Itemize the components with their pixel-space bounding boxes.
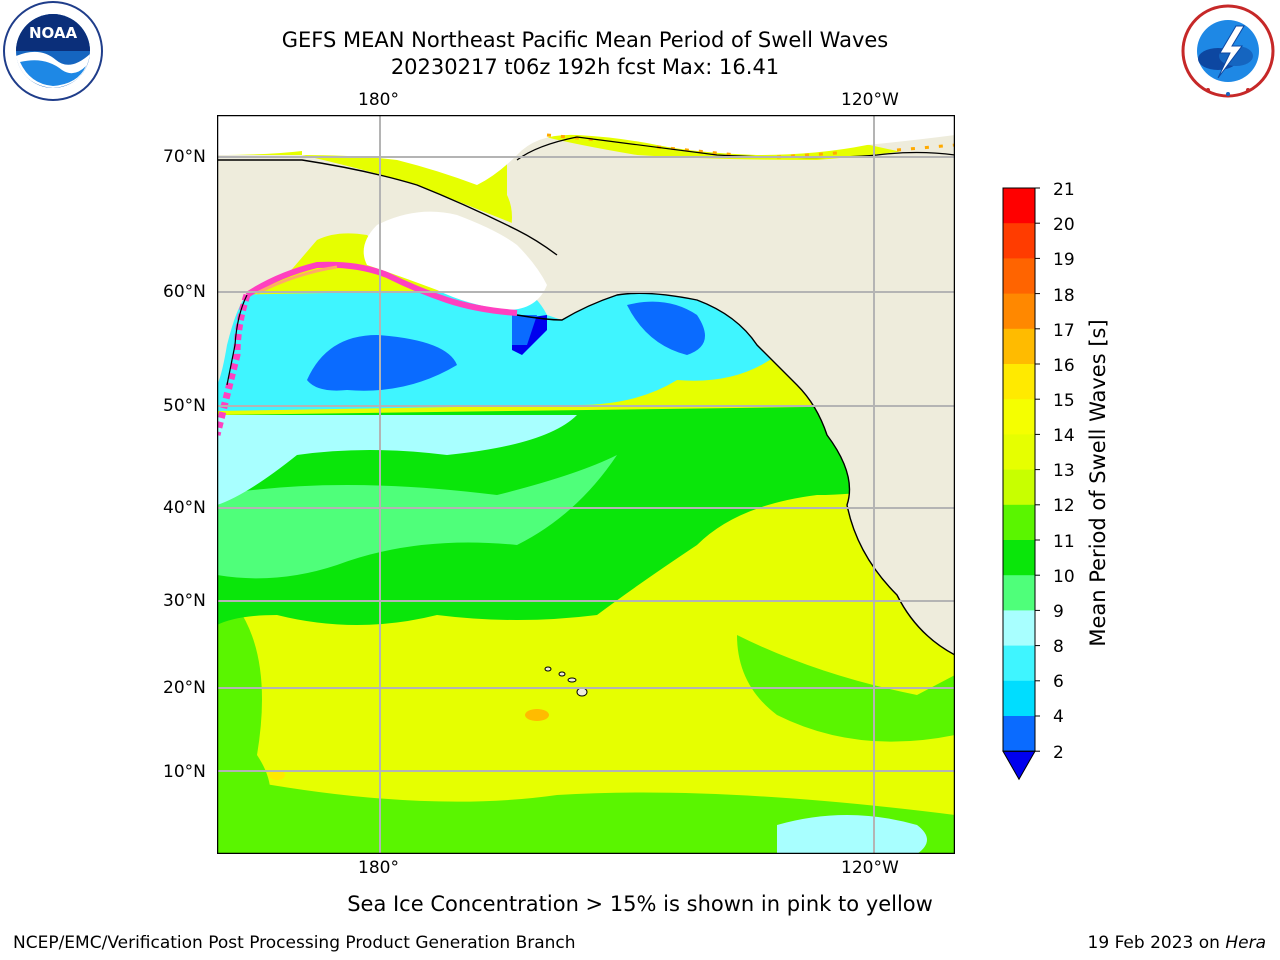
sea-ice-note: Sea Ice Concentration > 15% is shown in …: [347, 892, 933, 916]
ocean-field-light-green: [217, 455, 617, 579]
lat-label-30n: 30°N: [163, 591, 206, 611]
sea-ice-edge: [245, 261, 518, 316]
colorbar-tick-19: 19: [1053, 250, 1075, 270]
colorbar-tick-4: 4: [1053, 707, 1064, 727]
colorbar-tick-15: 15: [1053, 391, 1075, 411]
lon-label-bottom-120w: 120°W: [841, 858, 899, 878]
lat-label-10n: 10°N: [163, 762, 206, 782]
ocean-field-green-mid: [217, 405, 955, 625]
lon-label-top-180: 180°: [358, 90, 399, 110]
colorbar-tick-21: 21: [1053, 180, 1075, 200]
coastline-arctic: [516, 136, 955, 161]
footer-date: 19 Feb 2023 on Hera: [1088, 933, 1266, 953]
colorbar-segment-13-14: [1003, 434, 1035, 471]
map-title-line1: GEFS MEAN Northeast Pacific Mean Period …: [281, 28, 889, 52]
bering-white: [363, 211, 547, 310]
colorbar-segment-12-13: [1003, 469, 1035, 506]
colorbar-segment-17-18: [1003, 293, 1035, 330]
colorbar-tick-6: 6: [1053, 672, 1064, 692]
lat-label-50n: 50°N: [163, 396, 206, 416]
colorbar-tick-20: 20: [1053, 215, 1075, 235]
land-alaska-russia: [217, 155, 557, 385]
colorbar-tick-18: 18: [1053, 286, 1075, 306]
colorbar-segment-11-12: [1003, 504, 1035, 541]
colorbar-segment-14-15: [1003, 399, 1035, 435]
colorbar-segment-10-11: [1003, 540, 1035, 576]
graticule: [217, 115, 955, 854]
lon-label-bottom-180: 180°: [358, 858, 399, 878]
colorbar-segment-15-16: [1003, 364, 1035, 400]
ocean-field-hotspot-2: [269, 770, 285, 780]
lon-label-top-120w: 120°W: [841, 90, 899, 110]
lat-label-60n: 60°N: [163, 282, 206, 302]
colorbar-under-arrow: [1002, 750, 1036, 781]
nws-logo: [1181, 4, 1275, 98]
ocean-field-blue-west: [307, 335, 457, 391]
ocean-field-green-bottom: [217, 775, 955, 854]
arctic-ice-zone: [302, 115, 955, 185]
colorbar-segment-6-8: [1003, 645, 1035, 682]
coastline-alaska-south: [516, 292, 955, 656]
colorbar-tick-17: 17: [1053, 321, 1075, 341]
colorbar-tick-9: 9: [1053, 602, 1064, 622]
colorbar-segment-20-21: [1003, 188, 1035, 224]
ocean-field-blue-gulf: [627, 301, 705, 355]
sea-ice-edge-inner: [256, 265, 338, 295]
noaa-logo-text: NOAA: [29, 24, 78, 42]
ocean-field-pale-cyan-se: [777, 815, 927, 854]
colorbar-segment-16-17: [1003, 328, 1035, 365]
land-north-america: [503, 135, 955, 655]
colorbar-tick-10: 10: [1053, 567, 1075, 587]
colorbar-segment-4-6: [1003, 680, 1035, 717]
colorbar-segment-18-19: [1003, 258, 1035, 295]
colorbar: [1002, 187, 1040, 781]
lat-label-40n: 40°N: [163, 498, 206, 518]
map-title-line2: 20230217 t06z 192h fcst Max: 16.41: [390, 55, 780, 79]
coastline-west-kamchatka: [226, 294, 248, 386]
ocean-field-hotspot-1: [525, 709, 549, 721]
colorbar-segment-2-4: [1003, 716, 1035, 752]
colorbar-tick-11: 11: [1053, 532, 1075, 552]
ocean-field-blue-bristol: [512, 315, 537, 345]
noaa-logo: NOAA: [3, 1, 103, 101]
colorbar-tick-14: 14: [1053, 426, 1075, 446]
colorbar-tick-12: 12: [1053, 496, 1075, 516]
colorbar-segment-19-20: [1003, 223, 1035, 259]
colorbar-tick-2: 2: [1053, 743, 1064, 763]
footer-date-text: 19 Feb 2023 on: [1087, 933, 1226, 953]
ocean-field-pale-cyan: [217, 415, 577, 505]
coastline-russia-alaska: [217, 159, 558, 256]
colorbar-segment-9-10: [1003, 575, 1035, 611]
swell-period-map: [217, 115, 955, 854]
sea-ice-edge-west: [217, 293, 251, 436]
footer-host: Hera: [1225, 933, 1266, 953]
colorbar-tick-13: 13: [1053, 461, 1075, 481]
footer-credit: NCEP/EMC/Verification Post Processing Pr…: [13, 933, 576, 953]
colorbar-segment-8-9: [1003, 610, 1035, 647]
colorbar-label: Mean Period of Swell Waves [s]: [1086, 319, 1110, 647]
lat-label-20n: 20°N: [163, 678, 206, 698]
lat-label-70n: 70°N: [163, 147, 206, 167]
colorbar-tick-8: 8: [1053, 637, 1064, 657]
colorbar-tick-16: 16: [1053, 356, 1075, 376]
